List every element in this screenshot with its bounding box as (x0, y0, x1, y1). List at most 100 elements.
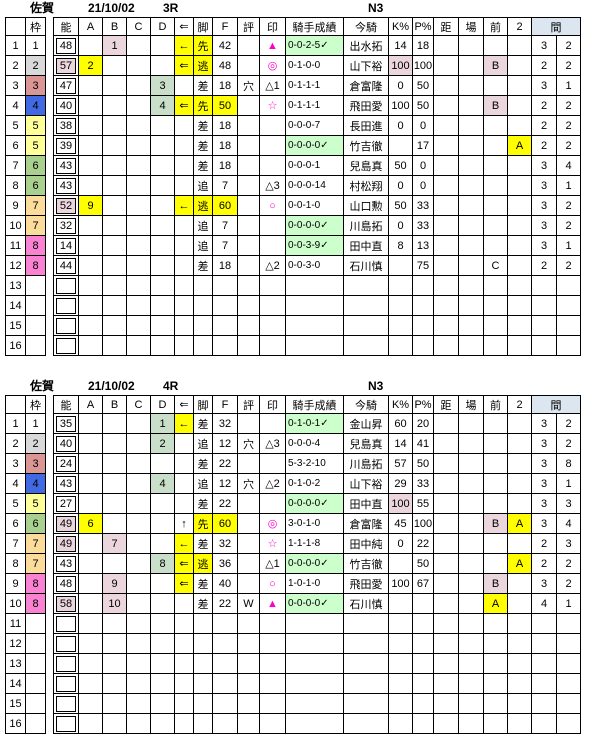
p-percent-cell (412, 295, 434, 316)
rank-c-cell (126, 713, 151, 734)
rank-b-cell (102, 553, 127, 574)
arrow-cell (174, 613, 194, 634)
waku-number-cell (25, 713, 46, 734)
ability-box: 35 (56, 415, 76, 432)
rank-b-cell (102, 95, 127, 116)
track-cell (458, 195, 484, 216)
row-number-cell: 15 (5, 315, 26, 336)
distance-cell (433, 473, 459, 494)
jockey-record-cell: 0-1-1-1 (285, 95, 344, 116)
waku-number-cell (25, 295, 46, 316)
jockey-name-cell: 川島拓 (343, 453, 389, 474)
distance-cell (433, 35, 459, 56)
arrow-cell (174, 713, 194, 734)
jockey-name-cell: 田中直 (343, 235, 389, 256)
ability-score-cell: 38 (53, 115, 79, 136)
ability-score-cell (53, 653, 79, 674)
distance-cell (433, 713, 459, 734)
jockey-name-cell: 兒島真 (343, 155, 389, 176)
rank-a-cell (78, 713, 103, 734)
waku-number-cell: 1 (25, 413, 46, 434)
p-percent-cell: 33 (412, 195, 434, 216)
rank-a-cell (78, 175, 103, 196)
ability-score-cell (53, 673, 79, 694)
rank-a-cell (78, 553, 103, 574)
spacer-cell (45, 593, 54, 614)
track-cell (458, 413, 484, 434)
k-percent-cell (388, 275, 413, 296)
pick-mark-cell (259, 693, 286, 714)
two-cell (507, 295, 532, 316)
spacer-cell (45, 693, 54, 714)
interval-1-cell: 2 (531, 135, 557, 156)
pick-mark-cell: △2 (259, 255, 286, 276)
p-percent-cell (412, 713, 434, 734)
rank-b-cell (102, 155, 127, 176)
evaluation-cell (237, 135, 260, 156)
waku-number-cell: 1 (25, 35, 46, 56)
rank-c-cell (126, 533, 151, 554)
evaluation-cell (237, 315, 260, 336)
jockey-name-cell: 田中純 (343, 533, 389, 554)
two-cell (507, 275, 532, 296)
waku-number-cell: 8 (25, 593, 46, 614)
spacer-cell (45, 155, 54, 176)
interval-2-cell: 2 (556, 573, 581, 594)
distance-cell (433, 453, 459, 474)
spacer-cell (45, 633, 54, 654)
f-score-cell (212, 315, 238, 336)
rank-c-cell (126, 413, 151, 434)
row-number-cell: 13 (5, 275, 26, 296)
row-number-cell: 1 (5, 35, 26, 56)
two-cell (507, 35, 532, 56)
p-percent-cell: 17 (412, 135, 434, 156)
ability-box (56, 615, 76, 632)
col-header-d: D (150, 395, 175, 414)
evaluation-cell (237, 673, 260, 694)
track-cell (458, 95, 484, 116)
pick-mark-cell: △3 (259, 433, 286, 454)
rank-c-cell (126, 35, 151, 56)
f-score-cell: 48 (212, 55, 238, 76)
p-percent-cell: 20 (412, 413, 434, 434)
ability-score-cell: 49 (53, 533, 79, 554)
ability-score-cell (53, 315, 79, 336)
rank-b-cell (102, 693, 127, 714)
track-cell (458, 315, 484, 336)
interval-1-cell: 2 (531, 115, 557, 136)
row-number-cell: 16 (5, 335, 26, 356)
spacer-cell (45, 315, 54, 336)
interval-1-cell: 3 (531, 155, 557, 176)
rank-b-cell (102, 75, 127, 96)
k-percent-cell (388, 673, 413, 694)
pick-mark-cell (259, 115, 286, 136)
jockey-record-cell: 0-0-0-4 (285, 433, 344, 454)
ability-score-cell: 43 (53, 553, 79, 574)
rank-d-cell (150, 693, 175, 714)
ability-box: 52 (56, 197, 76, 214)
track-cell (458, 553, 484, 574)
two-cell (507, 55, 532, 76)
k-percent-cell: 8 (388, 235, 413, 256)
race-title-bar-2: 佐賀 21/10/02 4R N3 (5, 380, 605, 393)
pick-mark-cell (259, 493, 286, 514)
jockey-name-cell: 山下裕 (343, 55, 389, 76)
track-cell (458, 135, 484, 156)
rank-d-cell (150, 613, 175, 634)
jockey-record-cell: 0-1-0-2 (285, 473, 344, 494)
k-percent-cell: 14 (388, 433, 413, 454)
jockey-name-cell: 長田進 (343, 115, 389, 136)
rank-d-cell (150, 653, 175, 674)
pick-mark-cell: △1 (259, 75, 286, 96)
spacer-cell (45, 175, 54, 196)
prev-cell (483, 315, 508, 336)
ability-box (56, 675, 76, 692)
evaluation-cell (237, 155, 260, 176)
pick-mark-cell (259, 653, 286, 674)
jockey-record-cell: 0-0-0-0✓ (285, 493, 344, 514)
f-score-cell: 7 (212, 175, 238, 196)
ability-box: 49 (56, 535, 76, 552)
f-score-cell (212, 633, 238, 654)
jockey-record-cell: 0-0-0-14 (285, 175, 344, 196)
ability-box: 58 (56, 595, 76, 612)
